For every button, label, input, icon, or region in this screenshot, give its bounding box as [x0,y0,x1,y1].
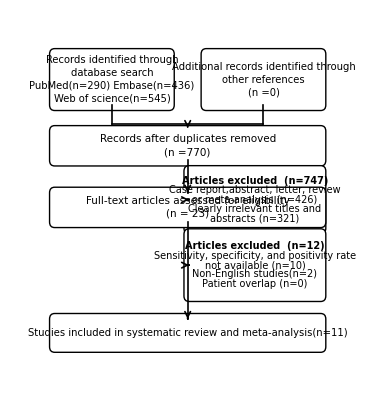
FancyBboxPatch shape [49,49,174,110]
FancyBboxPatch shape [184,166,326,234]
Text: Records after duplicates removed
(n =770): Records after duplicates removed (n =770… [100,134,276,157]
FancyBboxPatch shape [49,314,326,352]
Text: or meta-analysis (n=426): or meta-analysis (n=426) [192,195,317,205]
FancyBboxPatch shape [184,229,326,302]
Text: Full-text articles assessed for eligibility
(n = 23): Full-text articles assessed for eligibil… [86,196,290,219]
Text: Sensitivity, specificity, and positivity rate: Sensitivity, specificity, and positivity… [154,251,356,261]
Text: Articles excluded  (n=747): Articles excluded (n=747) [182,176,328,186]
FancyBboxPatch shape [49,187,326,228]
Text: abstracts (n=321): abstracts (n=321) [210,214,300,224]
Text: Clearly irrelevant titles and: Clearly irrelevant titles and [188,204,321,214]
Text: Studies included in systematic review and meta-analysis(n=11): Studies included in systematic review an… [28,328,348,338]
FancyBboxPatch shape [49,126,326,166]
FancyBboxPatch shape [201,49,326,110]
Text: Non-English studies(n=2): Non-English studies(n=2) [192,270,317,280]
Text: Articles excluded  (n=12): Articles excluded (n=12) [185,242,325,252]
Text: Records identified through
database search
PubMed(n=290) Embase(n=436)
Web of sc: Records identified through database sear… [29,55,194,104]
Text: Case report,abstract, letter, review: Case report,abstract, letter, review [169,185,341,195]
Text: Additional records identified through
other references
(n =0): Additional records identified through ot… [172,62,355,97]
Text: Patient overlap (n=0): Patient overlap (n=0) [202,279,308,289]
Text: not available (n=10): not available (n=10) [204,260,305,270]
